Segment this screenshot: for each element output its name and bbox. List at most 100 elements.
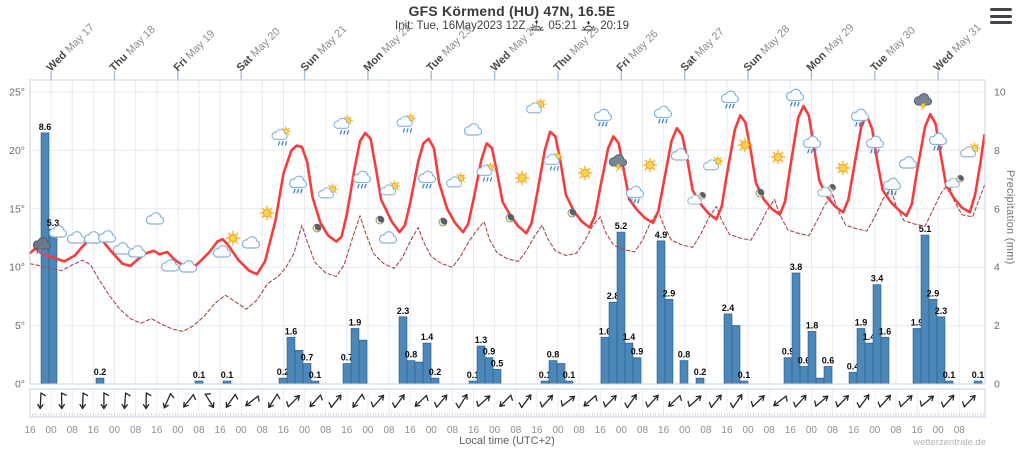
wind-strip [29, 388, 986, 418]
wind-barb [940, 394, 955, 408]
wind-barb [835, 394, 849, 408]
gridlines [29, 80, 985, 417]
time-tick-label: 16 [848, 425, 860, 436]
precip-bar [912, 328, 922, 385]
precip-bar [783, 357, 793, 385]
weather-cloud-icon [127, 245, 147, 258]
wind-barb [204, 393, 215, 409]
time-tick-label: 00 [236, 425, 248, 436]
precip-bar-label: 0.9 [483, 347, 496, 357]
time-tick-label: 08 [193, 425, 205, 436]
weather-sunrain-icon [397, 114, 415, 132]
time-tick-label: 00 [299, 425, 311, 436]
precip-bar-label: 8.6 [39, 122, 52, 132]
time-tick-label: 16 [151, 425, 163, 436]
wind-barb [100, 392, 110, 410]
precip-bar [920, 234, 930, 385]
weather-suncloud-icon [704, 156, 723, 170]
weather-rain-icon [289, 176, 306, 193]
precip-bar-label: 0.1 [467, 370, 480, 380]
precip-bar-label: 0.9 [631, 347, 644, 357]
time-tick-label: 00 [172, 425, 184, 436]
precip-bar-label: 5.2 [615, 221, 628, 231]
weather-sun-icon [514, 170, 530, 186]
precip-bar-label: 1.9 [855, 318, 868, 328]
precip-bar-label: 0.8 [678, 350, 691, 360]
wind-barb [79, 392, 89, 410]
wind-barb [58, 392, 67, 410]
precip-bar [342, 363, 352, 385]
precip-bar-label: 0.5 [491, 358, 504, 368]
wind-barb [476, 395, 491, 408]
sunrise-icon [529, 20, 544, 31]
precip-bar-label: 1.9 [349, 318, 362, 328]
time-tick-label: 00 [426, 425, 438, 436]
weather-cloud-icon [463, 123, 483, 136]
precip-bar-label: 0.1 [309, 370, 322, 380]
wind-barb [708, 394, 722, 408]
dewpoint-curve [29, 182, 985, 332]
wind-barb [370, 394, 385, 408]
wind-barb [414, 394, 429, 407]
time-tick-label: 00 [46, 425, 58, 436]
time-tick-label: 16 [24, 425, 36, 436]
wind-barb [560, 395, 576, 407]
wind-barb [877, 394, 892, 408]
time-tick-label: 08 [257, 425, 269, 436]
wind-barb [183, 394, 197, 408]
time-tick-label: 08 [447, 425, 459, 436]
precip-bar [414, 361, 424, 385]
precip-bar [679, 360, 689, 385]
wind-barb [37, 392, 47, 410]
weather-sun-icon [259, 205, 275, 221]
hamburger-menu-icon[interactable] [990, 8, 1012, 24]
weather-rain-icon [929, 133, 946, 150]
wind-barb [352, 393, 365, 408]
precip-bar [600, 336, 610, 385]
wind-barb [225, 393, 239, 408]
time-tick-label: 08 [954, 425, 966, 436]
precip-bar-label: 0.8 [405, 350, 418, 360]
precip-bar [278, 377, 288, 385]
weather-rain-icon [883, 178, 900, 195]
precip-bar-label: 0.7 [341, 353, 354, 363]
wind-barb [961, 394, 976, 408]
wind-barb [121, 392, 131, 410]
precip-bar [723, 313, 733, 385]
precip-bar-label: 1.4 [421, 332, 434, 342]
time-tick-label: 08 [700, 425, 712, 436]
sunset-icon [581, 21, 596, 31]
precip-bar-label: 0.1 [972, 370, 985, 380]
time-tick-label: 08 [764, 425, 776, 436]
precip-bar-label: 2.3 [935, 306, 948, 316]
precip-bar-label: 0.1 [221, 370, 234, 380]
weather-mooncloud-icon [688, 191, 707, 204]
weather-icons [32, 89, 980, 273]
time-tick-label: 08 [510, 425, 522, 436]
sunset-arrow-down [586, 22, 591, 25]
precip-bar [791, 272, 801, 385]
weather-mooncloud-icon [946, 174, 965, 187]
precip-bar [430, 377, 440, 385]
x-axis-label: Local time (UTC+2) [459, 435, 555, 447]
wind-barb [602, 394, 617, 408]
time-tick-label: 08 [890, 425, 902, 436]
wind-barb [162, 393, 175, 409]
precip-bar-label: 0.7 [301, 353, 314, 363]
precip-bar [358, 339, 368, 385]
wind-barb [583, 394, 598, 407]
precip-bar-label: 2.9 [663, 288, 676, 298]
precip-bar [48, 228, 58, 385]
weather-cloud-icon [66, 231, 86, 244]
weather-suncloud-icon [961, 143, 980, 157]
precip-bar-label: 2.9 [927, 288, 940, 298]
init-subtitle: Init: Tue, 16May2023 12Z 05:21 20:19 [0, 20, 1024, 32]
precip-bar-label: 5.3 [47, 218, 60, 228]
temperature-curve [29, 104, 986, 276]
precip-axis-label: Precipitation (mm) [1004, 170, 1016, 265]
precip-bar-label: 2.4 [722, 303, 735, 313]
precip-bar-label: 5.1 [919, 224, 932, 234]
precip-bar [422, 342, 432, 385]
wind-barb [268, 393, 281, 409]
